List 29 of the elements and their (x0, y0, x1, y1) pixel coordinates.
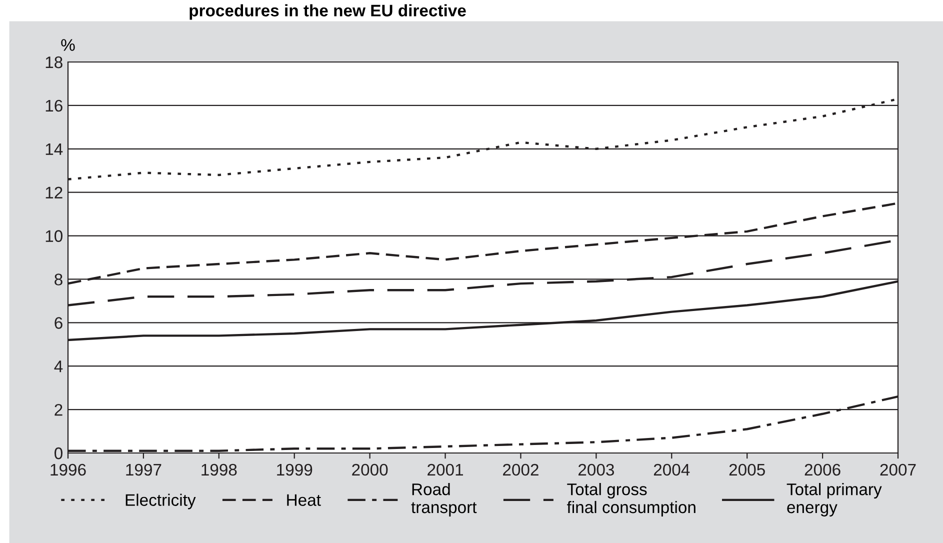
x-tick-label: 2004 (654, 464, 690, 476)
legend-label: Total gross final consumption (567, 483, 696, 516)
x-tick-label: 2007 (880, 464, 916, 476)
y-tick-label: 8 (54, 274, 62, 286)
legend-label: Heat (287, 494, 321, 506)
x-tick-label: 2006 (804, 464, 840, 476)
x-tick-label: 1999 (277, 464, 312, 476)
y-tick-label: 6 (54, 317, 62, 329)
x-tick-label: 2002 (503, 464, 538, 476)
y-tick-label: 2 (54, 404, 62, 416)
y-tick-label: 0 (54, 447, 62, 460)
x-tick-label: 1996 (50, 464, 86, 476)
y-tick-label: 4 (54, 360, 63, 372)
x-tick-label: 2003 (578, 464, 614, 476)
legend-label: Electricity (126, 494, 196, 510)
y-tick-label: 16 (46, 100, 62, 112)
x-tick-label: 2001 (428, 464, 463, 476)
y-tick-label: 14 (46, 143, 63, 155)
y-tick-label: 10 (46, 230, 62, 242)
y-axis-title: % (61, 39, 75, 51)
chart-title: procedures in the new EU directive (190, 4, 466, 20)
y-tick-label: 12 (46, 186, 62, 198)
legend-label: Road transport (411, 483, 477, 516)
x-tick-label: 1998 (202, 464, 237, 476)
y-tick-label: 18 (46, 56, 62, 68)
legend-label: Total primary energy (786, 483, 882, 516)
x-tick-label: 2000 (352, 464, 388, 476)
x-tick-label: 1997 (126, 464, 162, 476)
x-tick-label: 2005 (729, 464, 765, 476)
